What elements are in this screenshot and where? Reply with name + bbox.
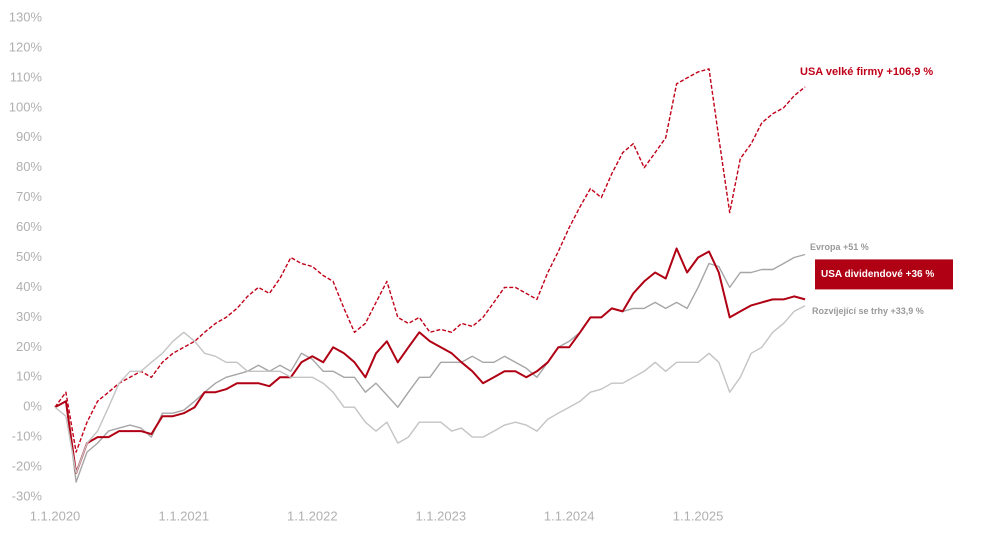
y-tick-label: 120% [9,39,43,54]
y-tick-label: 110% [10,69,43,84]
y-tick-label: 90% [16,129,42,144]
y-tick-label: 50% [16,249,42,264]
y-tick-label: 20% [16,339,42,354]
series-line [54,68,806,453]
y-tick-label: 130% [9,9,43,24]
y-tick-label: 80% [16,159,42,174]
y-tick-label: 70% [16,189,42,204]
series-line [54,305,806,474]
x-tick-label: 1.1.2020 [30,508,81,523]
x-tick-label: 1.1.2022 [287,508,338,523]
series-label: Rozvíjející se trhy +33,9 % [812,306,924,316]
series-label: USA dividendové +36 % [821,269,934,280]
series-line [54,253,806,483]
y-tick-label: 40% [16,279,42,294]
y-tick-label: 100% [9,99,43,114]
x-tick-label: 1.1.2023 [415,508,466,523]
x-tick-label: 1.1.2021 [159,508,210,523]
x-tick-label: 1.1.2025 [673,508,724,523]
series-line [54,247,806,475]
series-label: Evropa +51 % [810,242,869,252]
y-tick-label: -30% [12,488,43,503]
y-tick-label: -20% [12,459,43,474]
y-tick-label: 30% [16,309,42,324]
y-tick-label: 60% [16,219,42,234]
y-tick-label: 10% [16,369,42,384]
y-tick-label: 0% [23,399,42,414]
x-tick-label: 1.1.2024 [544,508,595,523]
series-label: USA velké firmy +106,9 % [800,66,933,78]
series-label-box [815,259,953,290]
y-tick-label: -10% [12,429,43,444]
